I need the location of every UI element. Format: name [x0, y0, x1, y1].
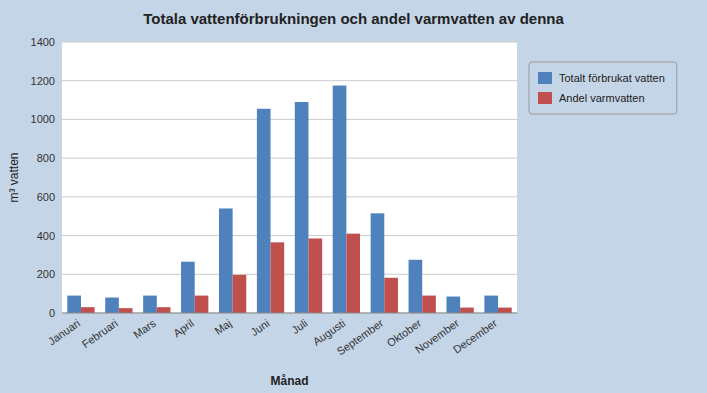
title: Totala vattenförbrukningen och andel var…: [143, 10, 564, 27]
bar: Augusti: 1175: [333, 86, 347, 313]
y-tick-label: 1400: [31, 36, 55, 48]
y-tick-label: 0: [49, 307, 55, 319]
bar: September: 515: [371, 213, 385, 313]
y-tick-label: 600: [37, 191, 55, 203]
bar: April: 265: [181, 262, 195, 313]
grid-line: [62, 158, 517, 159]
bar: Maj: 540: [219, 208, 233, 313]
plot-background: [62, 42, 517, 313]
y-tick-label: 200: [37, 268, 55, 280]
x-tick-label: Februari: [80, 317, 120, 350]
legend-swatch: [538, 92, 552, 104]
grid-line: [62, 196, 517, 197]
chart-svg: Totala vattenförbrukningen och andel var…: [0, 0, 707, 393]
bar: November: 28: [460, 308, 474, 313]
bar: April: 90: [195, 296, 209, 313]
x-tick-label: Juni: [248, 317, 271, 338]
x-tick-label: September: [334, 317, 385, 358]
bar: Oktober: 275: [409, 260, 423, 313]
x-tick-label: Januari: [46, 317, 82, 348]
bar: Mars: 30: [157, 307, 171, 313]
legend-label: Totalt förbrukat vatten: [559, 72, 665, 84]
bar: December: 28: [498, 308, 512, 313]
bar: Juni: 1055: [257, 109, 271, 313]
bar: Februari: 25: [119, 308, 133, 313]
legend-swatch: [538, 72, 552, 84]
bar: Januari: 90: [67, 296, 81, 313]
bar: Augusti: 410: [346, 234, 360, 313]
grid-line: [62, 274, 517, 275]
bar: Juli: 1090: [295, 102, 309, 313]
x-tick-label: Juli: [289, 317, 309, 336]
y-tick-label: 400: [37, 230, 55, 242]
bar: September: 182: [384, 278, 398, 313]
grid-line: [62, 119, 517, 120]
grid-line: [62, 42, 517, 43]
y-axis-label: m³ vatten: [7, 152, 21, 202]
grid-line: [62, 80, 517, 81]
grid: [62, 42, 517, 313]
bar: Oktober: 90: [422, 296, 436, 313]
grid-line: [62, 235, 517, 236]
legend-label: Andel varmvatten: [559, 92, 645, 104]
chart-container: Totala vattenförbrukningen och andel var…: [0, 0, 707, 393]
y-tick-label: 1200: [31, 75, 55, 87]
legend: Totalt förbrukat vatten Andel varmvatten: [529, 62, 677, 114]
bar: Juni: 365: [271, 242, 285, 313]
bar: Maj: 197: [233, 275, 247, 313]
bar: November: 85: [446, 297, 460, 313]
legend-box: [529, 62, 677, 114]
grid-line: [62, 313, 517, 314]
x-axis-label: Månad: [270, 374, 308, 388]
bar: December: 90: [484, 296, 498, 313]
bar: Februari: 80: [105, 298, 119, 313]
x-tick-label: December: [451, 317, 500, 356]
y-tick-label: 1000: [31, 113, 55, 125]
x-tick-label: April: [171, 317, 196, 339]
x-axis-line: [62, 313, 517, 314]
bar: Januari: 30: [81, 307, 95, 313]
bar: Mars: 90: [143, 296, 157, 313]
x-tick-label: Mars: [131, 317, 158, 341]
y-tick-label: 800: [37, 152, 55, 164]
bar: Juli: 385: [308, 238, 322, 313]
bars: Januari: 90 Februari: 80 Mars: 90 April: 26…: [67, 86, 511, 313]
x-tick-label: Maj: [212, 317, 233, 337]
